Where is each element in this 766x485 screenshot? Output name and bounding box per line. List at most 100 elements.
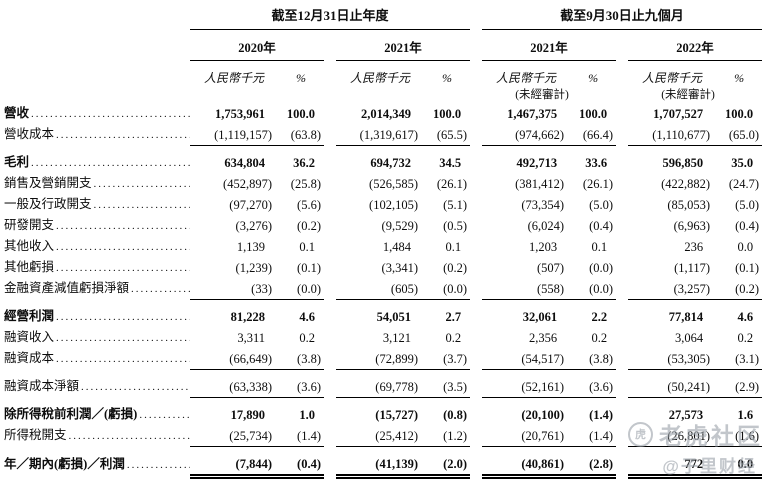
year-header-row: 2020年 2021年 2021年 2022年 (4, 29, 763, 61)
percent-cell: (2.8) (570, 446, 617, 476)
percent-cell: (26.1) (582, 177, 614, 191)
percent-cell: (5.0) (735, 198, 760, 212)
table-row: 營收成本 (1,119,157)(63.8) (1,319,617)(65.5) (9… (4, 124, 763, 146)
amount-cell: (452,897) (223, 177, 272, 191)
amount-cell: (85,053) (667, 198, 711, 212)
percent-cell: 0.0 (716, 446, 763, 476)
percent-cell: 4.6 (299, 310, 315, 324)
row-label: 營收成本 (4, 124, 190, 145)
percent-cell: 0.2 (591, 331, 608, 345)
spacer (616, 173, 628, 194)
amount-cell: (25,734) (190, 425, 278, 447)
double-rule-row (4, 474, 763, 479)
row-label-text: 融資收入 (4, 330, 55, 344)
percent-cell: (65.0) (716, 124, 763, 146)
row-label-text: 一般及行政開支 (4, 197, 92, 211)
spacer (616, 369, 628, 397)
dot-leader (94, 173, 190, 194)
percent-cell: (26.1) (436, 177, 468, 191)
spacer (616, 30, 628, 61)
percent-cell: 1.0 (299, 408, 315, 422)
spacer (470, 299, 482, 327)
table-row: 毛利 634,804 36.2 694,732 34.5 492,713 33.6 596,8… (4, 145, 762, 173)
spacer (470, 88, 482, 103)
percent-cell: (3.6) (278, 369, 324, 398)
spacer (616, 257, 628, 278)
table-row: 除所得稅前利潤／(虧損) 17,890 1.0 (15,727) (0.8) (20,10… (4, 397, 762, 425)
percent-cell: 33.6 (585, 156, 608, 170)
row-label: 金融資產減值虧損淨額 (4, 278, 190, 299)
percent-cell: 2.7 (445, 310, 462, 324)
row-label-text: 除所得稅前利潤／(虧損) (4, 407, 138, 421)
dot-leader (127, 454, 190, 475)
percent-cell: (0.4) (735, 219, 760, 233)
double-rule-segment (628, 474, 717, 479)
amount-cell: 27,573 (668, 408, 704, 422)
percent-cell: (1.4) (278, 425, 324, 447)
percent-cell: (0.0) (570, 278, 617, 300)
amount-cell: 1,203 (528, 240, 558, 254)
double-rule-segment (336, 474, 424, 479)
percent-cell: 36.2 (293, 156, 315, 170)
row-label-text: 其他收入 (4, 239, 55, 253)
dot-leader (31, 152, 190, 173)
year-header: 2020年 (190, 29, 324, 61)
dot-leader (131, 278, 190, 299)
amount-cell: (974,662) (482, 124, 571, 146)
row-label-text: 毛利 (4, 155, 30, 169)
amount-cell: (6,963) (673, 219, 711, 233)
percent-cell: 0.2 (737, 331, 754, 345)
spacer (616, 215, 628, 236)
table-row: 營收 1,753,961 100.0 2,014,349 100.0 1,467,375 1… (4, 103, 762, 124)
percent-cell: (1.4) (570, 425, 617, 447)
percent-cell: 0.1 (299, 240, 315, 254)
amount-cell: 17,890 (230, 408, 265, 422)
dot-leader (56, 124, 190, 145)
amount-cell: (526,585) (369, 177, 418, 191)
percent-cell: (0.4) (278, 446, 324, 476)
percent-label: % (734, 71, 745, 85)
year-header: 2021年 (482, 29, 617, 61)
watermark: 虎 老虎社区 @子里财经 (628, 417, 763, 477)
amount-cell: 596,850 (662, 156, 704, 170)
spacer (616, 236, 628, 257)
row-label: 營收 (4, 103, 190, 124)
row-label-text: 其他虧損 (4, 260, 55, 274)
percent-cell: 100.0 (432, 107, 462, 121)
amount-cell: (507) (536, 261, 565, 275)
spacer (324, 215, 336, 236)
double-rule-segment (424, 474, 471, 479)
percent-cell: (0.1) (297, 261, 321, 275)
period-group-title: 截至9月30日止九個月 (482, 6, 763, 30)
amount-cell: (7,844) (190, 446, 278, 476)
spacer (616, 397, 628, 425)
row-label: 除所得稅前利潤／(虧損) (4, 397, 190, 425)
table-row: 其他收入 1,139 0.1 1,484 0.1 1,203 0.1 236 0.0 (4, 236, 762, 257)
dot-leader (56, 236, 190, 257)
tiger-logo-icon: 虎 (628, 421, 653, 447)
spacer (324, 348, 336, 369)
percent-cell: (0.0) (589, 261, 614, 275)
spacer (616, 327, 628, 348)
unaudited-note-row: (未經審計) (未經審計) (4, 88, 762, 103)
spacer (616, 124, 628, 145)
year-header: 2021年 (336, 29, 471, 61)
unaudited-note (336, 88, 470, 103)
amount-cell: (3,276) (235, 219, 272, 233)
period-group-row: 截至12月31日止年度 截至9月30日止九個月 (4, 6, 763, 30)
spacer (324, 30, 336, 61)
spacer (324, 173, 336, 194)
amount-cell: (1,239) (235, 261, 272, 275)
percent-cell: (3.8) (570, 348, 617, 370)
percent-cell: (0.8) (443, 408, 468, 422)
percent-cell: (24.7) (728, 177, 760, 191)
amount-cell: (1,319,617) (336, 124, 424, 146)
spacer (324, 103, 336, 124)
percent-cell: 0.0 (737, 240, 754, 254)
spacer (470, 6, 482, 30)
row-label: 毛利 (4, 145, 190, 173)
spacer (324, 278, 336, 299)
amount-cell: (25,412) (336, 425, 424, 447)
corner-blank (4, 6, 190, 30)
unaudited-note: (未經審計) (661, 89, 715, 101)
